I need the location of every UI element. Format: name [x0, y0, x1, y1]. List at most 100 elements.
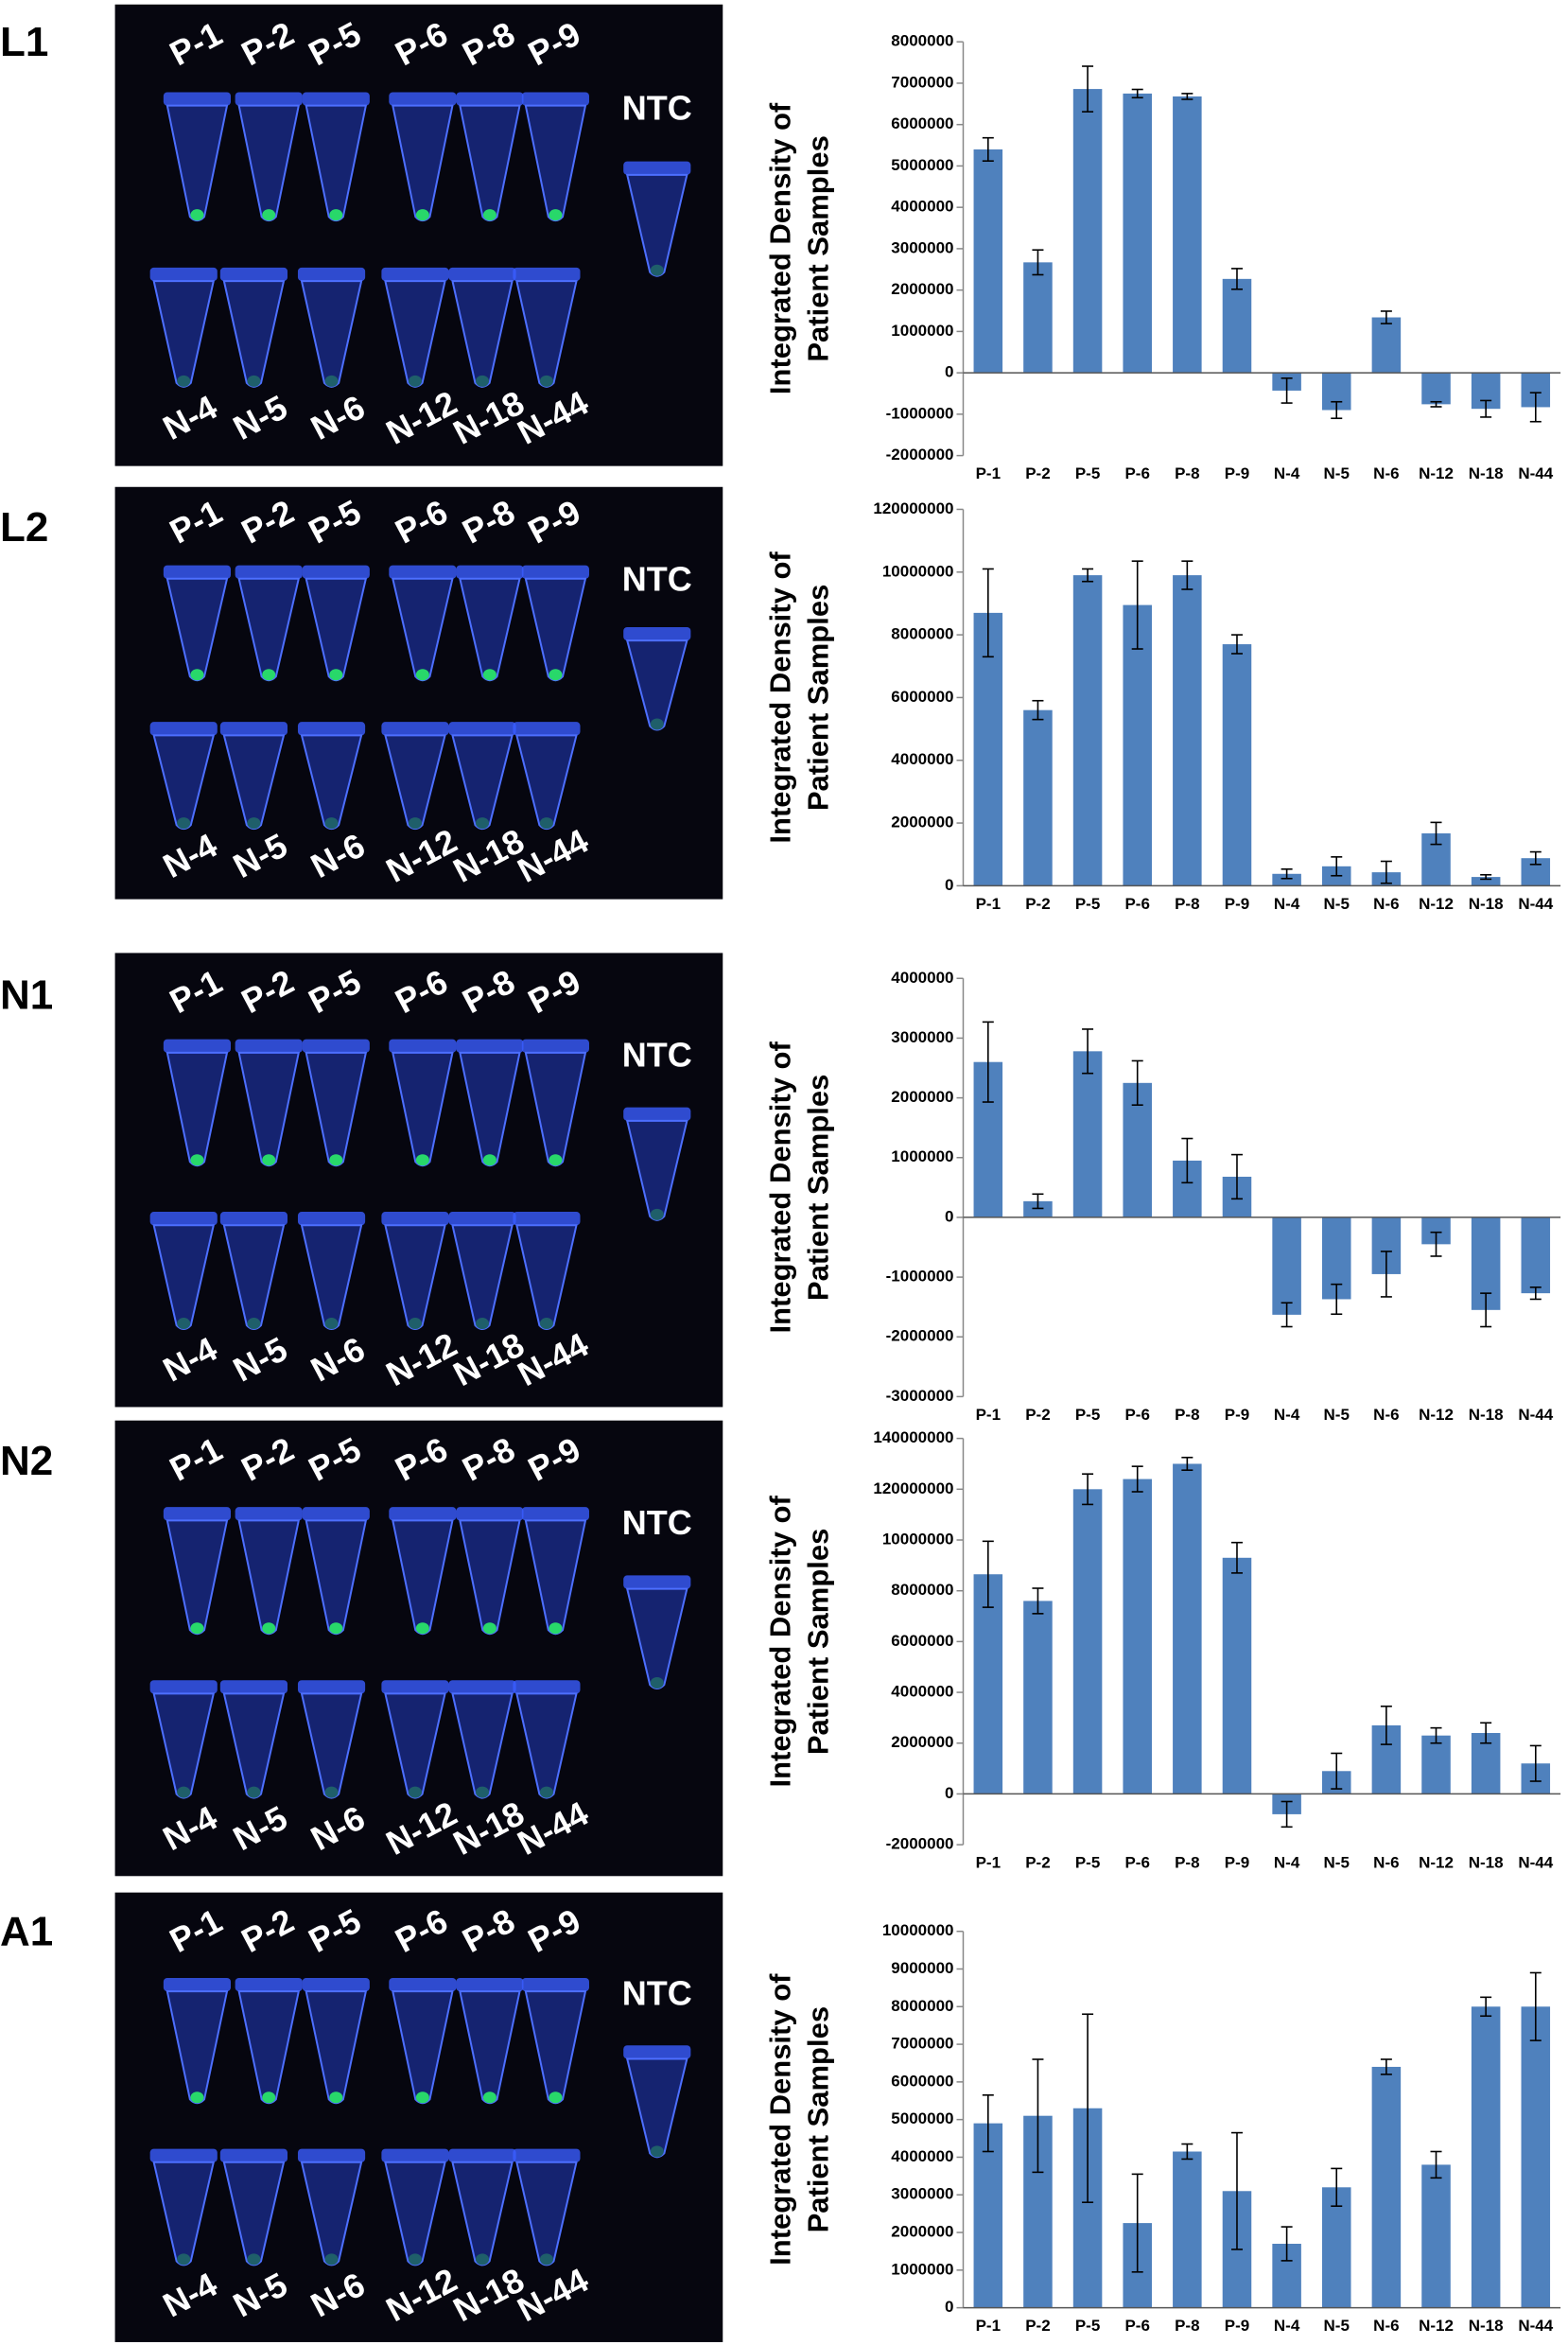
- tube-cap: [448, 2148, 516, 2162]
- tube-tip: [482, 1154, 497, 1166]
- x-tick-label: N-6: [1373, 464, 1399, 482]
- tube-cap: [297, 722, 366, 736]
- tube-cap: [389, 1507, 457, 1521]
- y-tick-label: -2000000: [886, 1835, 954, 1853]
- x-tick-label: P-5: [1075, 1406, 1100, 1424]
- tube-cap: [521, 565, 589, 579]
- tube-tip: [476, 817, 490, 830]
- x-tick-label: N-5: [1324, 1406, 1350, 1424]
- y-axis-label: Patient Samples: [802, 2006, 835, 2232]
- error-bar: [1331, 1283, 1343, 1316]
- bar: [1222, 644, 1252, 886]
- tube-tip: [177, 375, 191, 387]
- tube-cap: [149, 2148, 218, 2162]
- panel-label: L2: [0, 504, 48, 551]
- tube-cap: [521, 92, 589, 106]
- error-bar: [1032, 699, 1044, 721]
- x-tick-label: N-4: [1274, 464, 1300, 482]
- tube-tip: [324, 1786, 339, 1798]
- x-tick-label: P-8: [1175, 1406, 1199, 1424]
- error-bar: [1430, 2150, 1442, 2179]
- y-tick-label: 2000000: [891, 2223, 953, 2241]
- photo-background: [114, 4, 723, 466]
- x-tick-label: N-4: [1274, 2317, 1300, 2335]
- x-tick-label: N-5: [1324, 2317, 1350, 2335]
- tube-tip: [262, 1154, 276, 1166]
- tube-tip: [415, 2091, 429, 2104]
- error-bar: [1082, 65, 1094, 113]
- tube-cap: [163, 565, 232, 579]
- error-bar: [1281, 868, 1293, 880]
- error-bar: [1380, 2058, 1392, 2075]
- error-bar: [982, 1540, 994, 1608]
- bar: [1072, 1051, 1103, 1217]
- tube-cap: [456, 1039, 524, 1053]
- tube-cap: [235, 1507, 303, 1521]
- tube-cap: [389, 92, 457, 106]
- y-tick-label: 3000000: [891, 1028, 953, 1046]
- tube-tip: [482, 1622, 497, 1635]
- y-tick-label: 0: [945, 2298, 953, 2316]
- tube-cap: [297, 267, 366, 282]
- y-axis-label: Patient Samples: [802, 135, 835, 361]
- error-bar: [1082, 568, 1094, 583]
- error-bar: [1032, 249, 1044, 276]
- tube-cap: [623, 161, 691, 175]
- error-bar: [1331, 400, 1343, 420]
- tube-cap: [381, 722, 449, 736]
- bar: [1421, 1735, 1451, 1794]
- photo: [114, 953, 723, 1408]
- tube-cap: [381, 267, 449, 282]
- bar: [1023, 262, 1053, 374]
- y-tick-label: 4000000: [891, 1683, 953, 1701]
- tube-tip: [549, 1154, 563, 1166]
- tube-cap: [623, 1575, 691, 1589]
- x-tick-label: P-8: [1175, 1854, 1199, 1872]
- photo-background: [114, 1420, 723, 1877]
- x-tick-label: P-1: [976, 1854, 1001, 1872]
- error-bar: [1430, 821, 1442, 846]
- tube-tip: [177, 2253, 191, 2266]
- panel-label: A1: [0, 1908, 53, 1954]
- tube-tip: [408, 817, 422, 830]
- error-bar: [1131, 1059, 1143, 1106]
- tube-tip: [408, 1786, 422, 1798]
- y-axis-label: Patient Samples: [802, 1075, 835, 1301]
- x-tick-label: N-6: [1373, 1854, 1399, 1872]
- bar: [1521, 2006, 1551, 2308]
- tube-cap: [381, 2148, 449, 2162]
- error-bar: [1430, 400, 1442, 408]
- tube-tip: [408, 2253, 422, 2266]
- error-bar: [1131, 88, 1143, 99]
- tube-cap: [513, 722, 581, 736]
- tube-cap: [623, 626, 691, 641]
- tube-cap: [381, 1680, 449, 1694]
- tube-tip: [549, 669, 563, 681]
- tube-tip: [262, 1622, 276, 1635]
- x-tick-label: N-6: [1373, 895, 1399, 913]
- bar: [973, 2123, 1003, 2308]
- tube-tip: [650, 1677, 664, 1689]
- tube-cap: [448, 1680, 516, 1694]
- tube-cap: [513, 1212, 581, 1226]
- x-tick-label: P-1: [976, 895, 1001, 913]
- y-tick-label: 2000000: [891, 280, 953, 298]
- tube-tip: [247, 375, 261, 387]
- tube-cap: [623, 1107, 691, 1121]
- x-tick-label: N-5: [1324, 464, 1350, 482]
- tube-tip: [177, 817, 191, 830]
- error-bar: [982, 136, 994, 162]
- y-tick-label: 8000000: [891, 32, 953, 50]
- tube-cap: [149, 267, 218, 282]
- tube-tip: [549, 1622, 563, 1635]
- error-bar: [1529, 1971, 1542, 2041]
- y-tick-label: 8000000: [891, 625, 953, 643]
- tube-tip: [539, 1318, 553, 1330]
- ntc-label: NTC: [622, 1973, 692, 2012]
- tube-cap: [521, 1507, 589, 1521]
- tube-cap: [302, 1977, 370, 1992]
- tube-tip: [415, 1622, 429, 1635]
- y-tick-label: 0: [945, 1207, 953, 1225]
- x-tick-label: P-6: [1124, 1854, 1149, 1872]
- y-axis-label: Patient Samples: [802, 585, 835, 811]
